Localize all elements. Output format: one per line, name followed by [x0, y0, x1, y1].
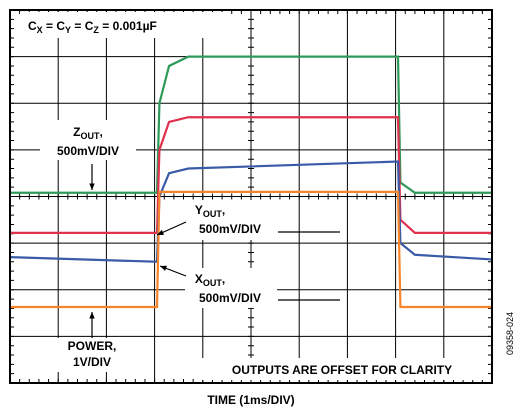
series-label: ZOUT, [73, 125, 103, 141]
chart-title-part: Z [93, 25, 99, 35]
label-bg [196, 358, 488, 380]
series-label-part: X [195, 272, 203, 286]
chart-title-part: Y [65, 25, 71, 35]
series-label: POWER, [68, 339, 117, 353]
series-label-part: Y [195, 203, 203, 217]
x-axis-label: TIME (1ms/DIV) [207, 393, 294, 407]
chart-title-part: C [28, 19, 37, 33]
series-label-part: OUT [81, 131, 101, 141]
arrow-head [89, 183, 95, 190]
label-bg [185, 200, 277, 240]
trace [10, 55, 492, 194]
series-label: YOUT, [195, 203, 225, 219]
label-bg [50, 338, 134, 372]
figure-id: 09358-024 [505, 312, 515, 355]
arrow-head [160, 265, 167, 271]
series-scale: 500mV/DIV [199, 222, 261, 236]
label-bg [185, 268, 277, 308]
label-bg [40, 120, 136, 160]
trace [10, 116, 492, 234]
chart-title: CX = CY = CZ = 0.001µF [28, 19, 157, 35]
minor-ticks [10, 10, 492, 383]
trace [10, 190, 492, 309]
series-label-part: , [222, 203, 225, 217]
series-label-part: POWER, [68, 339, 117, 353]
series-label: XOUT, [195, 272, 225, 288]
series-scale: 1V/DIV [73, 355, 111, 369]
chart-title-part: = 0.001µF [99, 19, 157, 33]
series-scale: 500mV/DIV [199, 291, 261, 305]
chart-title-part: = C [71, 19, 94, 33]
label-bg [20, 12, 230, 38]
series-label-part: Z [73, 125, 80, 139]
chart-title-part: X [37, 25, 43, 35]
arrow-head [89, 312, 95, 319]
series-label-part: , [222, 272, 225, 286]
series-scale: 500mV/DIV [57, 144, 119, 158]
series-label-part: OUT [203, 278, 223, 288]
series-label-part: , [100, 125, 103, 139]
annotation: OUTPUTS ARE OFFSET FOR CLARITY [232, 363, 452, 377]
chart-title-part: = C [43, 19, 66, 33]
series-label-part: OUT [203, 209, 223, 219]
arrow-head [157, 229, 164, 235]
frame [9, 9, 493, 384]
